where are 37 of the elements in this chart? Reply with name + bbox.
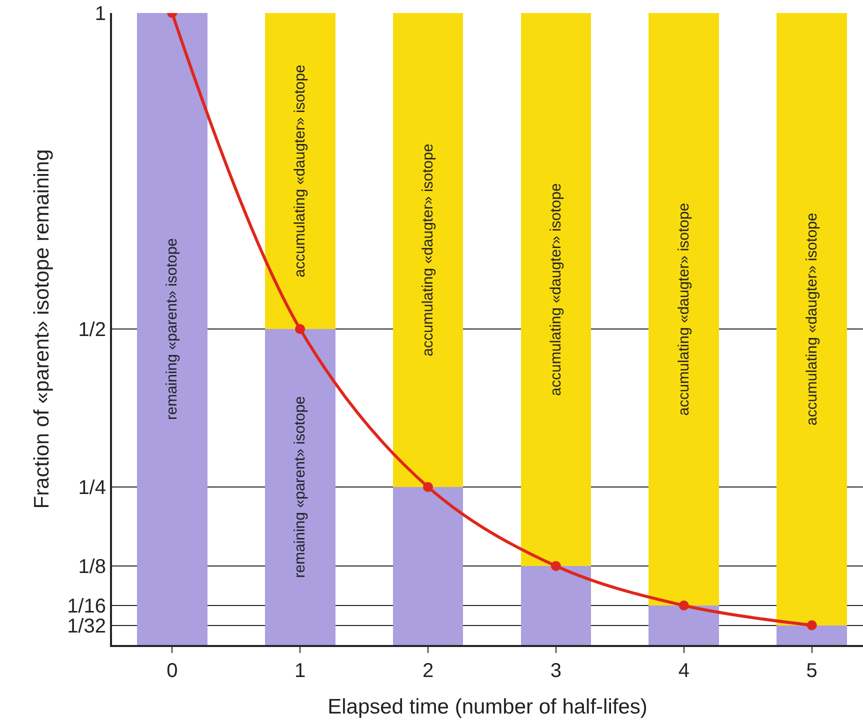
x-tick-label: 4 [678, 660, 690, 682]
x-tick-label: 3 [550, 660, 562, 682]
bar [648, 606, 720, 645]
data-label: accumulating «daugter» isotope [292, 64, 309, 278]
bar [520, 566, 592, 645]
data-label: accumulating «daugter» isotope [675, 202, 692, 416]
data-label: accumulating «daugter» isotope [547, 183, 564, 396]
y-tick-label: 1/2 [78, 319, 106, 341]
x-tick-label: 2 [422, 660, 434, 682]
y-tick-label: 1/4 [78, 477, 106, 499]
data-label: accumulating «daugter» isotope [420, 144, 437, 356]
bar [264, 13, 336, 329]
x-tick-label: 1 [294, 660, 306, 682]
bar [776, 625, 848, 645]
data-label: remaining «parent» isotope [292, 396, 309, 578]
bar [776, 13, 848, 626]
bar [520, 13, 592, 566]
bar [392, 487, 464, 645]
data-label: remaining «parent» isotope [164, 238, 181, 420]
x-tick-label: 0 [166, 660, 178, 682]
y-tick-label: 1 [94, 3, 106, 25]
point [806, 620, 817, 630]
bar [392, 13, 464, 487]
y-tick-label: 1/32 [67, 615, 106, 638]
data-label: accumulating «daugter» isotope [803, 212, 820, 426]
bar [648, 13, 720, 606]
point [423, 482, 434, 492]
x-tick-label: 5 [806, 660, 818, 682]
bar [136, 13, 208, 645]
point [295, 324, 306, 334]
y-tick-label: 1/16 [67, 596, 106, 618]
point [550, 561, 561, 571]
y-tick-label: 1/8 [78, 556, 106, 578]
bar [264, 329, 336, 645]
y-axis-title: Fraction of «parent» isotope remaining [30, 149, 54, 509]
point [678, 600, 689, 610]
x-axis-title: Elapsed time (number of half-lifes) [328, 696, 648, 719]
